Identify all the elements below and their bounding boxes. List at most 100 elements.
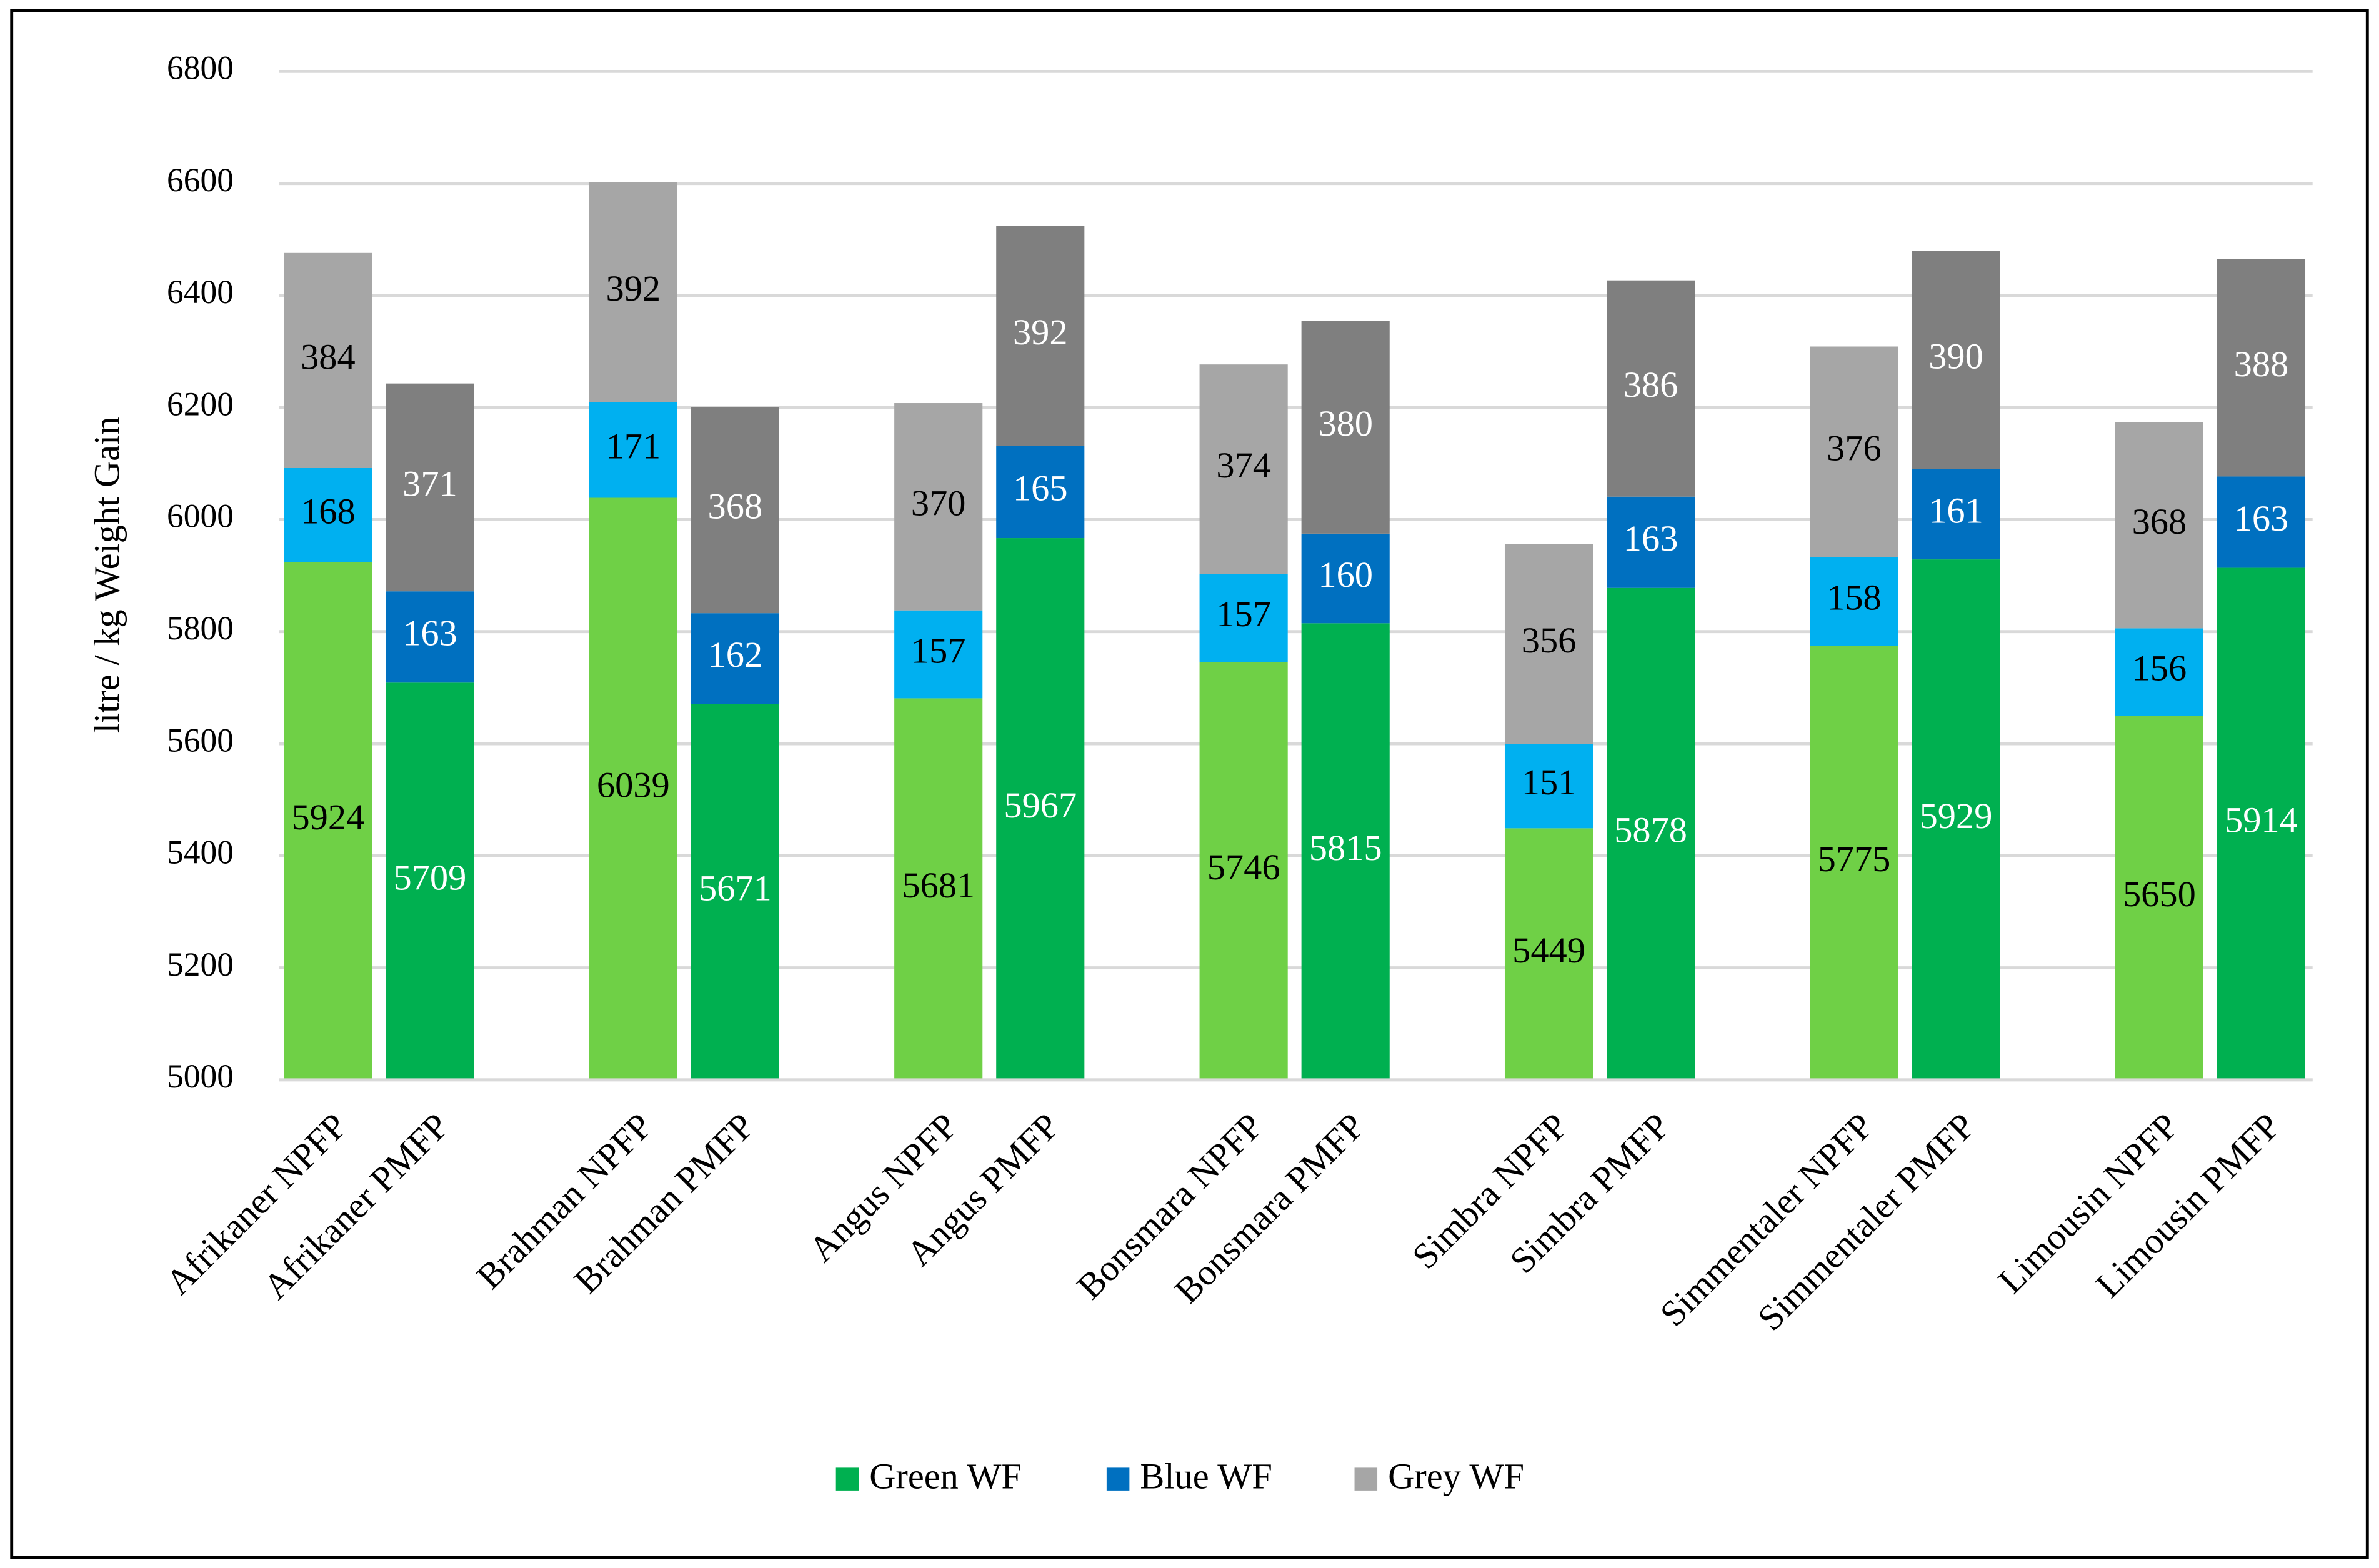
data-label: 162	[708, 634, 763, 675]
bar-segment	[386, 383, 474, 592]
data-label: 168	[301, 491, 356, 532]
bar-segment	[1301, 321, 1390, 534]
data-label: 5967	[1004, 785, 1077, 826]
bar-segment	[1504, 744, 1593, 829]
bar-segment	[1912, 469, 2000, 560]
bar-segment	[1607, 280, 1695, 497]
bar-segment	[1810, 557, 1898, 646]
data-label: 384	[301, 336, 356, 377]
data-label: 370	[911, 482, 966, 523]
data-label: 157	[1216, 594, 1271, 634]
data-label: 5709	[394, 857, 467, 897]
bar-segment	[691, 704, 779, 1080]
y-tick-label: 6800	[167, 49, 234, 87]
bar-segment	[1199, 364, 1288, 574]
bar-segment	[1607, 587, 1695, 1080]
bar-segment	[996, 226, 1085, 446]
data-label: 5746	[1207, 847, 1280, 887]
legend-label: Grey WF	[1388, 1456, 1524, 1496]
data-label: 5929	[1920, 796, 1993, 836]
data-label: 392	[1013, 312, 1068, 352]
bar-segment	[1504, 544, 1593, 744]
data-label: 5924	[291, 797, 364, 837]
data-label: 371	[402, 463, 457, 504]
data-label: 160	[1318, 554, 1373, 595]
y-tick-label: 5600	[167, 721, 234, 759]
data-label: 171	[606, 426, 661, 466]
data-label: 376	[1827, 427, 1882, 468]
y-tick-label: 5800	[167, 609, 234, 647]
data-label: 5650	[2123, 874, 2196, 914]
data-label: 368	[2132, 501, 2187, 542]
data-label: 163	[2234, 498, 2289, 539]
data-label: 388	[2234, 344, 2289, 384]
bar-segment	[996, 538, 1085, 1080]
data-label: 6039	[597, 765, 670, 806]
data-label: 163	[1623, 518, 1678, 559]
bar-segment	[284, 252, 372, 469]
bar-segment	[1607, 496, 1695, 588]
y-axis-label: litre / kg Weight Gain	[86, 417, 127, 734]
data-label: 156	[2132, 648, 2187, 689]
bar-segment	[1504, 828, 1593, 1080]
bar-segment	[2115, 628, 2203, 716]
bar-segment	[284, 562, 372, 1080]
y-tick-label: 6600	[167, 161, 234, 199]
bar-segment	[1301, 623, 1390, 1080]
data-label: 356	[1522, 620, 1577, 661]
bar-segment	[1912, 251, 2000, 469]
legend-swatch	[1354, 1467, 1378, 1491]
y-tick-label: 5400	[167, 834, 234, 871]
bar-segment	[386, 682, 474, 1080]
bar-segment	[691, 407, 779, 614]
bar-segment	[1199, 574, 1288, 662]
data-label: 5449	[1512, 930, 1585, 971]
bar-segment	[2217, 567, 2306, 1080]
data-label: 5878	[1614, 810, 1687, 851]
data-label: 5671	[699, 868, 772, 909]
bar-segment	[2115, 422, 2203, 629]
bar-segment	[284, 468, 372, 562]
data-label: 161	[1928, 490, 1983, 531]
bar-segment	[894, 403, 983, 611]
y-tick-label: 6000	[167, 497, 234, 535]
bar-segment	[1810, 346, 1898, 557]
y-tick-label: 5000	[167, 1057, 234, 1095]
data-label: 163	[402, 613, 457, 654]
data-label: 5681	[902, 865, 975, 906]
legend-label: Green WF	[869, 1456, 1022, 1496]
bar-segment	[2115, 716, 2203, 1080]
bar-segment	[2217, 476, 2306, 568]
y-tick-label: 6400	[167, 273, 234, 311]
y-tick-label: 6200	[167, 385, 234, 422]
bar-segment	[589, 402, 677, 498]
data-label: 392	[606, 268, 661, 309]
data-label: 386	[1623, 364, 1678, 405]
data-label: 165	[1013, 468, 1068, 509]
bar-segment	[1199, 662, 1288, 1080]
bar-segment	[691, 613, 779, 704]
data-label: 380	[1318, 403, 1373, 444]
legend-label: Blue WF	[1140, 1456, 1272, 1496]
bar-segment	[996, 446, 1085, 539]
data-label: 390	[1928, 336, 1983, 376]
data-label: 151	[1522, 762, 1577, 802]
bar-segment	[1301, 533, 1390, 624]
data-label: 5775	[1818, 839, 1891, 879]
data-label: 374	[1216, 445, 1271, 486]
data-label: 5914	[2225, 800, 2298, 841]
bar-segment	[1912, 559, 2000, 1080]
bar-segment	[2217, 259, 2306, 477]
bar-segment	[589, 497, 677, 1080]
legend-swatch	[1106, 1467, 1130, 1491]
data-label: 157	[911, 630, 966, 671]
data-label: 158	[1827, 577, 1882, 618]
data-label: 5815	[1309, 827, 1382, 868]
legend-swatch	[835, 1467, 859, 1491]
data-label: 368	[708, 486, 763, 527]
y-tick-label: 5200	[167, 946, 234, 983]
bar-segment	[589, 182, 677, 402]
bar-segment	[1810, 646, 1898, 1080]
